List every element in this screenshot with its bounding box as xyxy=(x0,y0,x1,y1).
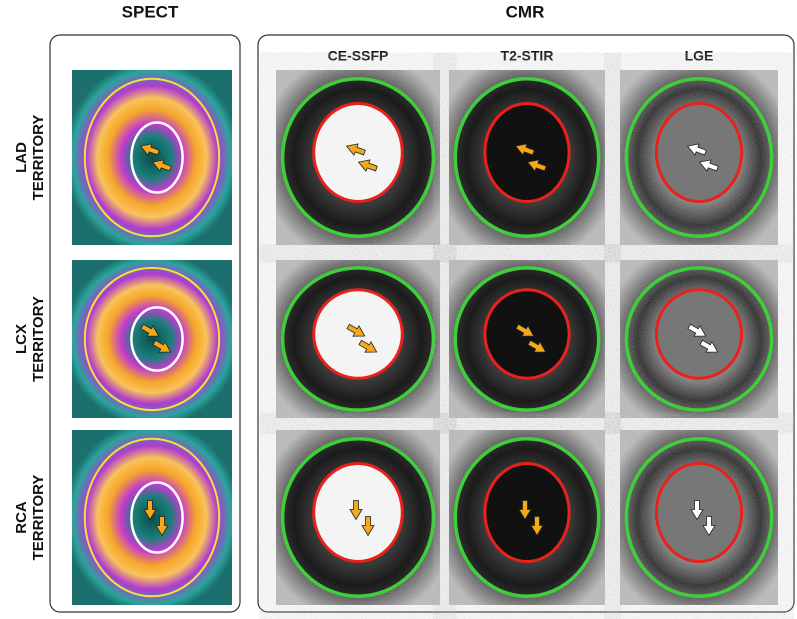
left-header: SPECT xyxy=(122,2,179,21)
arrow xyxy=(155,516,169,537)
arrow xyxy=(698,159,719,172)
arrow xyxy=(139,143,160,156)
arrow xyxy=(690,500,704,521)
spect-image xyxy=(72,430,232,605)
epicardial-contour xyxy=(83,437,221,598)
row-label: LAD xyxy=(13,142,30,173)
arrow xyxy=(349,500,363,521)
arrow xyxy=(526,159,547,172)
column-header: CE-SSFP xyxy=(328,48,389,64)
arrow xyxy=(687,323,707,337)
arrow xyxy=(527,339,547,353)
column-header: T2-STIR xyxy=(501,48,554,64)
epicardial-contour xyxy=(624,266,774,412)
epicardial-contour xyxy=(624,437,774,598)
arrow xyxy=(515,323,535,337)
endocardial-contour xyxy=(130,121,184,194)
arrow xyxy=(702,516,716,537)
epicardial-contour xyxy=(83,266,221,412)
arrow xyxy=(514,143,535,156)
right-header: CMR xyxy=(506,2,545,21)
spect-panel xyxy=(49,34,241,613)
arrow xyxy=(357,159,378,172)
arrow xyxy=(530,516,544,537)
row-label: TERRITORY xyxy=(30,115,47,201)
spect-image xyxy=(72,70,232,245)
arrow xyxy=(143,500,157,521)
arrow xyxy=(518,500,532,521)
arrow xyxy=(345,143,366,156)
arrow xyxy=(686,143,707,156)
epicardial-contour xyxy=(83,77,221,238)
endocardial-contour xyxy=(130,306,184,372)
arrow xyxy=(361,516,375,537)
arrow xyxy=(140,323,160,337)
arrow xyxy=(152,339,172,353)
epicardial-contour xyxy=(624,77,774,238)
endocardial-contour xyxy=(130,481,184,554)
arrow xyxy=(346,323,366,337)
arrow xyxy=(699,339,719,353)
row-label: LCX xyxy=(13,324,30,354)
cmr-panel xyxy=(257,34,795,613)
arrow xyxy=(358,339,378,353)
row-label: RCA xyxy=(13,501,30,534)
spect-image xyxy=(72,260,232,418)
images xyxy=(72,70,778,605)
row-label: TERRITORY xyxy=(30,475,47,561)
column-header: LGE xyxy=(685,48,714,64)
row-label: TERRITORY xyxy=(30,296,47,382)
arrow xyxy=(151,159,172,172)
